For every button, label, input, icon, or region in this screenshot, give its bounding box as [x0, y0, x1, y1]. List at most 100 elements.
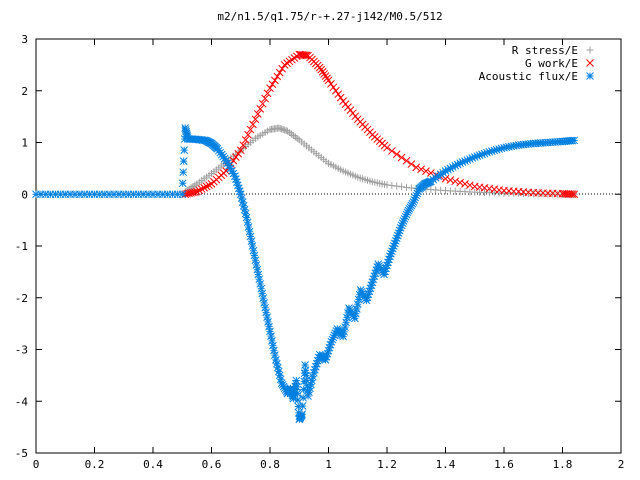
- data-point: [281, 126, 289, 134]
- data-point: [568, 190, 577, 199]
- data-point: [179, 168, 188, 177]
- data-point: [350, 314, 359, 323]
- data-point: [255, 275, 264, 284]
- data-point: [256, 105, 265, 113]
- data-point: [329, 83, 338, 92]
- legend-label: G work/E: [525, 57, 578, 70]
- data-point: [570, 136, 579, 145]
- data-point: [271, 355, 280, 364]
- data-point: [236, 146, 245, 155]
- y-tick-label: 1: [21, 137, 28, 150]
- data-point: [280, 61, 289, 69]
- data-point: [241, 136, 250, 144]
- data-point: [248, 242, 257, 250]
- data-point: [269, 341, 277, 350]
- data-point: [288, 55, 296, 64]
- data-point: [258, 289, 267, 298]
- data-point: [265, 322, 273, 331]
- data-point: [273, 72, 282, 81]
- data-point: [302, 51, 311, 60]
- x-tick-label: 0.8: [260, 458, 280, 471]
- data-point: [195, 186, 204, 195]
- data-point: [466, 181, 474, 190]
- chart-title: m2/n1.5/q1.75/r-+.27-j142/M0.5/512: [217, 10, 442, 23]
- data-point: [249, 120, 257, 129]
- data-point: [327, 79, 335, 88]
- data-point: [304, 392, 312, 400]
- data-point: [232, 153, 240, 162]
- data-point: [392, 150, 401, 159]
- data-point: [202, 182, 211, 191]
- data-point: [258, 99, 267, 108]
- data-point: [193, 187, 201, 196]
- data-point: [342, 318, 350, 327]
- x-tick-label: 1.8: [553, 458, 573, 471]
- data-point: [334, 90, 343, 99]
- y-tick-label: -1: [15, 240, 28, 253]
- data-point: [266, 84, 274, 93]
- data-point: [263, 313, 271, 322]
- data-point: [279, 126, 287, 134]
- data-point: [250, 251, 259, 260]
- data-point: [353, 300, 362, 309]
- data-point: [354, 295, 363, 304]
- x-tick-label: 1: [325, 458, 332, 471]
- data-point: [245, 227, 254, 236]
- data-point: [191, 188, 199, 196]
- legend-marker: [586, 46, 594, 54]
- data-point: [397, 153, 406, 162]
- data-point: [239, 141, 248, 149]
- data-point: [267, 332, 275, 340]
- data-point: [259, 294, 268, 303]
- legend-marker: [586, 72, 594, 80]
- data-point: [301, 51, 309, 60]
- data-point: [178, 179, 187, 188]
- data-point: [119, 190, 128, 199]
- data-point: [257, 284, 266, 293]
- data-point: [268, 337, 276, 345]
- data-point: [270, 346, 278, 355]
- data-point: [249, 246, 258, 255]
- data-point: [298, 402, 307, 410]
- data-point: [251, 256, 260, 265]
- x-tick-label: 1.4: [436, 458, 456, 471]
- data-point: [292, 383, 301, 391]
- data-point: [383, 143, 391, 152]
- x-tick-label: 0.2: [85, 458, 105, 471]
- data-point: [331, 86, 340, 95]
- legend-label: Acoustic flux/E: [479, 70, 578, 83]
- data-point: [339, 332, 347, 341]
- data-point: [446, 176, 455, 184]
- x-tick-label: 0.6: [202, 458, 222, 471]
- axis-ticks: 0 0.2 0.4 0.6 0.8 1 1.2 1.4 1.6 1.8 2 -5 -4 -3 -2 -1 0 1 2…: [15, 33, 625, 471]
- data-point: [242, 213, 251, 222]
- data-point: [180, 146, 189, 154]
- y-tick-label: -2: [15, 292, 28, 305]
- data-point: [261, 303, 269, 312]
- data-point: [298, 410, 307, 419]
- x-tick-label: 2: [618, 458, 625, 471]
- data-point: [178, 190, 187, 199]
- data-point: [324, 76, 333, 85]
- y-tick-label: -4: [15, 395, 29, 408]
- data-point: [276, 125, 284, 133]
- data-point: [275, 68, 284, 77]
- series-2: [32, 124, 579, 424]
- data-point: [278, 125, 286, 133]
- data-point: [388, 182, 396, 190]
- x-tick-label: 0.4: [143, 458, 163, 471]
- data-point: [268, 80, 277, 89]
- data-point: [244, 130, 252, 139]
- data-point: [179, 157, 188, 165]
- data-point: [264, 318, 272, 326]
- data-point: [262, 308, 270, 317]
- data-point: [336, 93, 345, 102]
- data-point: [292, 376, 301, 385]
- data-point: [243, 218, 252, 227]
- data-point: [422, 167, 430, 175]
- data-point: [256, 280, 265, 288]
- legend-label: R stress/E: [512, 44, 578, 57]
- data-point: [205, 181, 213, 190]
